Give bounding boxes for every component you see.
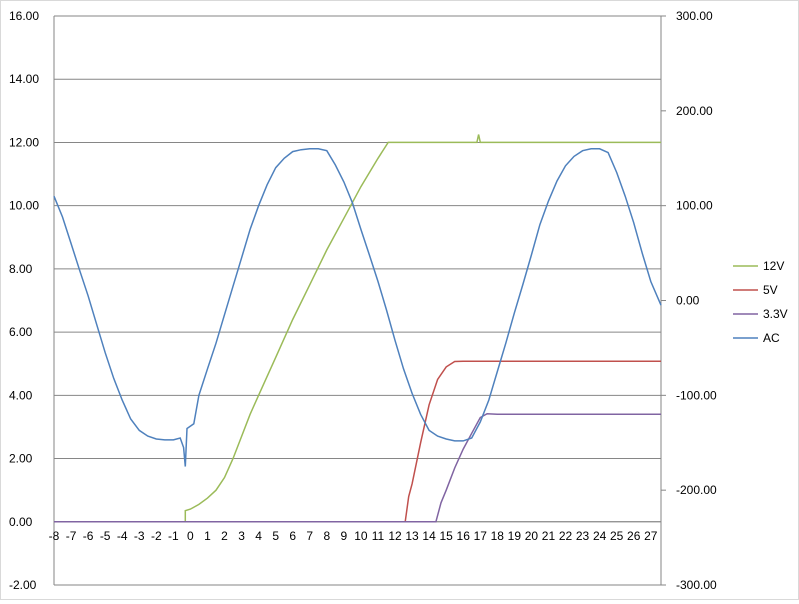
- x-tick-label: 8: [323, 529, 330, 543]
- y-right-tick-label: -300.00: [676, 578, 717, 592]
- y-left-tick-label: 6.00: [9, 325, 33, 339]
- x-tick-label: 12: [388, 529, 402, 543]
- x-tick-label: 14: [422, 529, 436, 543]
- x-tick-label: -4: [117, 529, 128, 543]
- x-tick-label: 21: [542, 529, 556, 543]
- x-tick-label: 6: [289, 529, 296, 543]
- legend-label: 3.3V: [763, 307, 788, 321]
- x-tick-label: 26: [627, 529, 641, 543]
- x-tick-label: -6: [83, 529, 94, 543]
- x-tick-label: 23: [576, 529, 590, 543]
- x-tick-label: -8: [49, 529, 60, 543]
- series-line-ac: [53, 148, 662, 467]
- y-axis-left-labels: -2.00 0.00 2.00 4.00 6.00 8.00 10.00 12.00 14.00…: [9, 9, 39, 592]
- y-left-tick-label: 0.00: [9, 515, 33, 529]
- y-right-tick-label: -200.00: [676, 483, 717, 497]
- y-left-tick-label: 16.00: [9, 9, 39, 23]
- x-tick-label: 17: [474, 529, 488, 543]
- y-right-tick-label: 200.00: [676, 104, 713, 118]
- x-tick-label: 13: [405, 529, 419, 543]
- y-right-tick-label: 300.00: [676, 9, 713, 23]
- x-tick-label: 3: [238, 529, 245, 543]
- x-tick-label: -1: [168, 529, 179, 543]
- y-left-tick-label: 12.00: [9, 135, 39, 149]
- y-left-tick-label: 8.00: [9, 262, 33, 276]
- x-tick-label: 7: [306, 529, 313, 543]
- x-tick-label: 4: [255, 529, 262, 543]
- series-line-3-3v: [54, 412, 661, 523]
- x-tick-label: 9: [341, 529, 348, 543]
- x-tick-label: 16: [457, 529, 471, 543]
- series-lines: [53, 134, 662, 523]
- x-tick-label: 1: [204, 529, 211, 543]
- x-tick-label: -7: [66, 529, 77, 543]
- y-right-tick-label: 0.00: [676, 294, 700, 308]
- x-tick-label: 11: [372, 529, 385, 543]
- y-left-tick-label: 4.00: [9, 388, 33, 402]
- legend-label: AC: [763, 331, 780, 345]
- y-right-tick-label: -100.00: [676, 388, 717, 402]
- x-tick-label: -3: [134, 529, 145, 543]
- x-tick-label: 27: [644, 529, 658, 543]
- x-tick-label: 24: [593, 529, 607, 543]
- y-left-tick-label: 10.00: [9, 199, 39, 213]
- x-axis-labels: -8 -7 -6 -5 -4 -3 -2 -1 0 1 2 3 4 5 6 7 8 9 10 11 12 13 14 15 16…: [49, 529, 658, 543]
- x-tick-label: 25: [610, 529, 624, 543]
- y-axis-right-labels: -300.00 -200.00 -100.00 0.00 100.00 200.00 300…: [676, 9, 717, 592]
- x-tick-label: 15: [439, 529, 453, 543]
- series-line-12v: [184, 134, 661, 522]
- x-tick-label: -5: [100, 529, 111, 543]
- x-tick-label: 2: [221, 529, 228, 543]
- grid-lines: [54, 15, 661, 586]
- legend-label: 5V: [763, 283, 778, 297]
- y-left-tick-label: 2.00: [9, 452, 33, 466]
- x-tick-label: -2: [151, 529, 162, 543]
- x-tick-label: 22: [559, 529, 573, 543]
- legend-label: 12V: [763, 259, 784, 273]
- y-left-tick-label: -2.00: [9, 578, 37, 592]
- y-left-tick-label: 14.00: [9, 72, 39, 86]
- x-tick-label: 18: [491, 529, 505, 543]
- y-right-tick-label: 100.00: [676, 199, 713, 213]
- x-tick-label: 10: [354, 529, 368, 543]
- x-tick-label: 0: [187, 529, 194, 543]
- series-line-5v: [54, 360, 661, 523]
- axes: [53, 15, 666, 586]
- x-tick-label: 20: [525, 529, 539, 543]
- legend: 12V 5V 3.3V AC: [733, 259, 788, 345]
- x-tick-label: 5: [272, 529, 279, 543]
- x-tick-label: 19: [508, 529, 522, 543]
